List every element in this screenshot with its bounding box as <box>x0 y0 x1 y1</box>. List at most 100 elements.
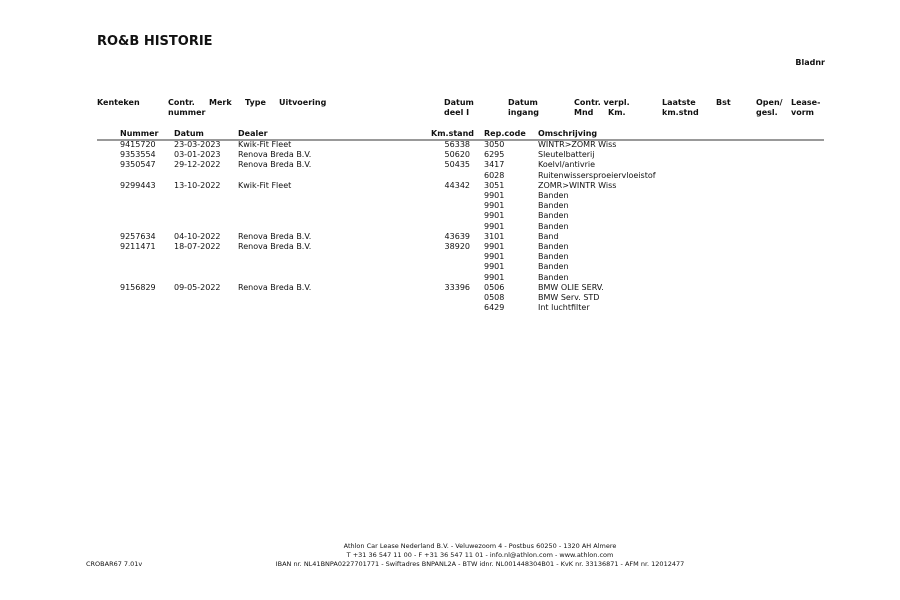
cell-omschrijving: Banden <box>538 242 569 251</box>
cell-repcode: 9901 <box>484 252 505 262</box>
cell-kmstand: 50435 <box>444 160 470 170</box>
table-row: 9901 Banden <box>0 252 900 262</box>
cell-repcode: 9901 <box>484 211 505 221</box>
table-row: 6429 Int luchtfilter <box>0 303 900 313</box>
cell-nummer: 9257634 <box>120 231 156 241</box>
table-row: 9156829 09-05-2022 Renova Breda B.V. 33396 0… <box>0 283 900 293</box>
table-row: 9901 Banden <box>0 211 900 221</box>
table-row: 9901 Banden <box>0 273 900 283</box>
header-deel-i: deel I <box>444 108 470 117</box>
cell-repcode: 6295 <box>484 150 505 160</box>
form-code: CROBAR67 7.01v <box>86 560 143 568</box>
cell-repcode: 9901 <box>484 262 505 272</box>
header-bst: Bst <box>716 98 731 107</box>
cell-dealer: Renova Breda B.V. <box>238 242 312 251</box>
cell-omschrijving: Sleutelbatterij <box>538 150 595 160</box>
cell-omschrijving: Banden <box>538 211 569 221</box>
cell-repcode: 3050 <box>484 140 505 149</box>
header-uitvoering: Uitvoering <box>279 98 327 107</box>
header-vorm: vorm <box>791 108 814 117</box>
col-nummer: Nummer <box>120 129 159 138</box>
cell-repcode: 9901 <box>484 191 505 200</box>
table-row: 6028 Ruitenwissersproeiervloeistof <box>0 171 900 181</box>
header-contr: Contr. <box>168 98 195 107</box>
cell-repcode: 3051 <box>484 180 505 190</box>
cell-nummer: 9156829 <box>120 282 156 292</box>
header-datum-ingang: Datum <box>508 98 538 107</box>
cell-omschrijving: Banden <box>538 252 569 262</box>
cell-kmstand: 33396 <box>444 282 470 292</box>
cell-datum: 03-01-2023 <box>174 150 221 160</box>
cell-nummer: 9350547 <box>120 160 156 170</box>
header-nummer: nummer <box>168 108 206 117</box>
cell-omschrijving: Ruitenwissersproeiervloeistof <box>538 170 656 180</box>
header-contr-verpl: Contr. verpl. <box>574 98 630 107</box>
cell-omschrijving: BMW Serv. STD <box>538 293 600 302</box>
table-row: 9901 Banden <box>0 201 900 211</box>
table-row: 9211471 18-07-2022 Renova Breda B.V. 38920 9… <box>0 242 900 252</box>
cell-dealer: Renova Breda B.V. <box>238 231 312 241</box>
cell-repcode: 9901 <box>484 221 505 231</box>
col-repcode: Rep.code <box>484 129 526 138</box>
cell-dealer: Kwik-Fit Fleet <box>238 140 292 149</box>
table-row: 9299443 13-10-2022 Kwik-Fit Fleet 44342 3051… <box>0 181 900 191</box>
cell-repcode: 6429 <box>484 303 505 313</box>
header-merk: Merk <box>209 98 232 107</box>
cell-repcode: 9901 <box>484 201 505 211</box>
cell-omschrijving: Koelvl/antivrie <box>538 160 596 170</box>
header-open: Open/ <box>756 98 783 107</box>
table-row: 9901 Banden <box>0 262 900 272</box>
cell-omschrijving: Banden <box>538 191 569 200</box>
page-number-label: Bladnr <box>795 58 825 67</box>
cell-datum: 04-10-2022 <box>174 231 221 241</box>
cell-omschrijving: Banden <box>538 201 569 211</box>
col-datum: Datum <box>174 129 204 138</box>
table-row: 9901 Banden <box>0 191 900 201</box>
cell-kmstand: 44342 <box>444 180 470 190</box>
cell-datum: 29-12-2022 <box>174 160 221 170</box>
col-kmstand: Km.stand <box>431 129 474 138</box>
table-row: 9415720 23-03-2023 Kwik-Fit Fleet 56338 3050… <box>0 140 900 150</box>
cell-datum: 13-10-2022 <box>174 180 221 190</box>
cell-repcode: 3417 <box>484 160 505 170</box>
header-laatste: Laatste <box>662 98 696 107</box>
cell-repcode: 6028 <box>484 170 505 180</box>
cell-omschrijving: ZOMR>WINTR Wiss <box>538 180 617 190</box>
cell-omschrijving: Banden <box>538 262 569 272</box>
col-dealer: Dealer <box>238 129 268 138</box>
cell-kmstand: 43639 <box>444 231 470 241</box>
cell-repcode: 0508 <box>484 293 505 302</box>
footer-bank: IBAN nr. NL41BNPA0227701771 - Swiftadres… <box>275 560 685 568</box>
cell-omschrijving: BMW OLIE SERV. <box>538 282 604 292</box>
cell-kmstand: 38920 <box>444 242 470 251</box>
cell-nummer: 9353554 <box>120 150 156 160</box>
table-row: 9257634 04-10-2022 Renova Breda B.V. 43639 3… <box>0 232 900 242</box>
cell-dealer: Renova Breda B.V. <box>238 150 312 160</box>
header-kenteken: Kenteken <box>97 98 140 107</box>
header-type: Type <box>245 98 266 107</box>
header-km-stnd: km.stnd <box>662 108 699 117</box>
cell-dealer: Renova Breda B.V. <box>238 282 312 292</box>
cell-repcode: 9901 <box>484 242 505 251</box>
page-title: RO&B HISTORIE <box>97 34 213 49</box>
cell-nummer: 9211471 <box>120 242 156 251</box>
cell-dealer: Kwik-Fit Fleet <box>238 180 292 190</box>
cell-omschrijving: Int luchtfilter <box>538 303 590 313</box>
col-omschrijving: Omschrijving <box>538 129 598 138</box>
cell-omschrijving: Band <box>538 231 559 241</box>
cell-datum: 18-07-2022 <box>174 242 221 251</box>
cell-omschrijving: WINTR>ZOMR Wiss <box>538 140 617 149</box>
header-gesl: gesl. <box>756 108 778 117</box>
cell-nummer: 9415720 <box>120 140 156 149</box>
cell-repcode: 9901 <box>484 272 505 282</box>
table-row: 9901 Banden <box>0 222 900 232</box>
cell-dealer: Renova Breda B.V. <box>238 160 312 170</box>
header-datum-deel: Datum <box>444 98 474 107</box>
cell-repcode: 0506 <box>484 282 505 292</box>
cell-omschrijving: Banden <box>538 221 569 231</box>
header-mnd: Mnd <box>574 108 594 117</box>
cell-kmstand: 50620 <box>444 150 470 160</box>
cell-nummer: 9299443 <box>120 180 156 190</box>
cell-omschrijving: Banden <box>538 272 569 282</box>
